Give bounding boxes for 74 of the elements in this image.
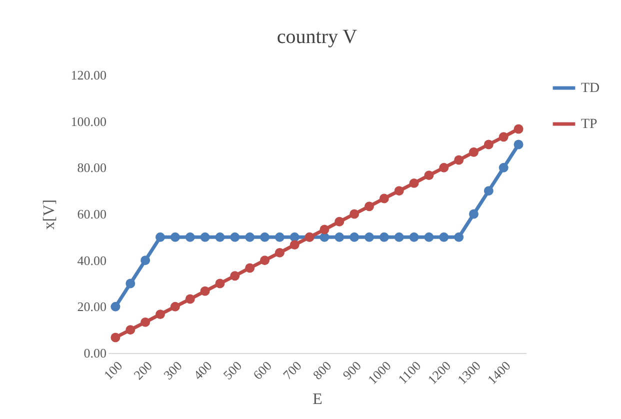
point bbox=[498, 132, 508, 142]
point bbox=[424, 232, 434, 242]
point bbox=[484, 140, 494, 150]
point bbox=[334, 232, 344, 242]
point bbox=[498, 162, 508, 172]
point bbox=[424, 170, 434, 180]
point bbox=[215, 278, 225, 288]
x-tick-label: 800 bbox=[310, 358, 334, 382]
chart-title: country V bbox=[276, 26, 358, 48]
point bbox=[439, 162, 449, 172]
x-tick-label: 900 bbox=[340, 358, 364, 382]
point bbox=[364, 232, 374, 242]
y-axis-title: x[V] bbox=[40, 199, 58, 230]
point bbox=[484, 186, 494, 196]
y-tick-label: 100.00 bbox=[70, 114, 106, 129]
point bbox=[170, 232, 180, 242]
point bbox=[274, 248, 284, 258]
point bbox=[200, 232, 210, 242]
point bbox=[245, 263, 255, 273]
y-tick-label: 80.00 bbox=[77, 160, 106, 176]
point bbox=[245, 232, 255, 242]
point bbox=[514, 124, 524, 134]
point bbox=[274, 232, 284, 242]
point bbox=[379, 232, 389, 242]
x-tick-label: 200 bbox=[130, 358, 156, 382]
legend-label: TD bbox=[581, 81, 600, 96]
x-tick-label: 1100 bbox=[395, 358, 424, 387]
point bbox=[350, 232, 360, 242]
point bbox=[364, 202, 374, 212]
x-tick-label: 500 bbox=[220, 358, 245, 382]
point bbox=[334, 216, 344, 226]
y-tick-label: 0.00 bbox=[84, 346, 106, 360]
x-tick-label: 100 bbox=[100, 358, 126, 382]
point bbox=[140, 317, 150, 327]
point bbox=[409, 232, 419, 242]
point bbox=[454, 232, 464, 242]
x-tick-label: 700 bbox=[280, 358, 304, 382]
point bbox=[394, 186, 404, 196]
point bbox=[469, 147, 478, 157]
point bbox=[156, 232, 165, 242]
y-tick-label: 120.00 bbox=[70, 68, 106, 82]
point bbox=[200, 286, 210, 296]
y-tick-label: 60.00 bbox=[77, 206, 106, 222]
point bbox=[170, 302, 180, 312]
point bbox=[260, 232, 270, 242]
point bbox=[156, 310, 165, 320]
point bbox=[230, 271, 240, 281]
point bbox=[185, 232, 195, 242]
point bbox=[394, 232, 404, 242]
point bbox=[260, 256, 270, 266]
y-tick-label: 40.00 bbox=[77, 252, 106, 268]
point bbox=[379, 194, 389, 204]
x-tick-label: 300 bbox=[160, 358, 185, 382]
point bbox=[185, 294, 195, 304]
point bbox=[230, 232, 240, 242]
point bbox=[290, 240, 300, 250]
point bbox=[514, 140, 524, 150]
y-tick-label: 20.00 bbox=[77, 299, 106, 314]
point bbox=[110, 302, 120, 312]
point bbox=[350, 209, 360, 219]
x-tick-label: 400 bbox=[190, 358, 215, 382]
point bbox=[110, 332, 120, 342]
point bbox=[454, 155, 464, 165]
point bbox=[215, 232, 225, 242]
point bbox=[140, 256, 150, 266]
x-axis-title: E bbox=[312, 391, 322, 408]
point bbox=[320, 224, 330, 234]
point bbox=[469, 209, 478, 219]
point bbox=[126, 325, 136, 335]
x-tick-label: 600 bbox=[250, 358, 274, 382]
point bbox=[439, 232, 449, 242]
legend-label: TP bbox=[581, 117, 598, 132]
point bbox=[126, 278, 136, 288]
point bbox=[409, 178, 419, 188]
